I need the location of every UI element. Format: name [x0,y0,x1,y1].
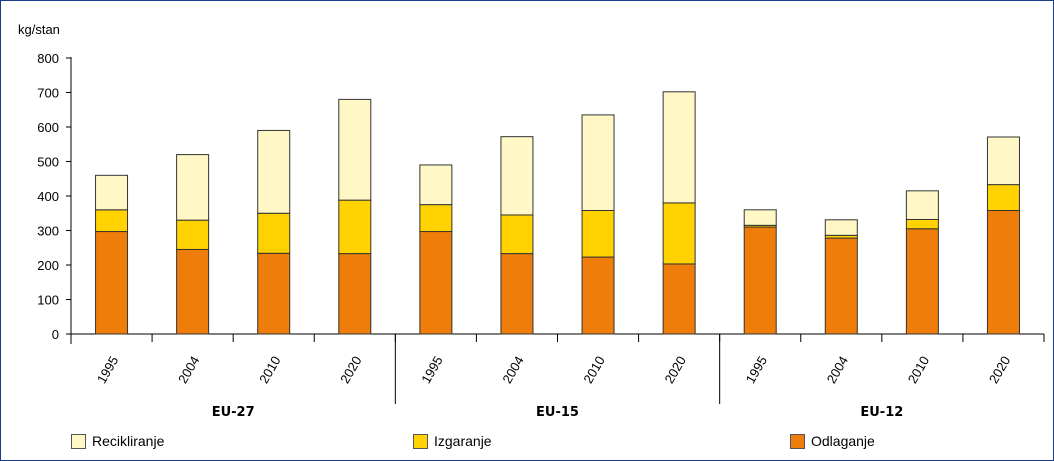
legend-swatch-odlaganje [790,433,805,449]
bar-segment-recikliranje [257,129,291,214]
bar-segment-odlaganje [905,228,939,335]
bar-segment-recikliranje [500,136,534,216]
legend-label-izgaranje: Izgaranje [434,433,492,449]
legend-item-recikliranje: Recikliranje [71,431,164,451]
bar-segment-recikliranje [95,174,129,211]
bar-segment-odlaganje [419,231,453,335]
y-tick-label: 600 [37,120,59,135]
bar-segment-odlaganje [743,226,777,335]
bar-segment-izgaranje [581,209,615,258]
bar-segment-recikliranje [338,98,372,201]
bar-segment-odlaganje [338,253,372,335]
bar-segment-izgaranje [662,202,696,265]
bar-segment-odlaganje [95,231,129,335]
legend-label-odlaganje: Odlaganje [811,433,875,449]
y-tick-label: 100 [37,293,59,308]
bar-segment-recikliranje [743,209,777,226]
bar-segment-odlaganje [662,263,696,335]
bar-segment-izgaranje [986,184,1020,211]
x-category-label: 2004 [175,353,202,386]
legend-swatch-recikliranje [71,433,86,449]
bar-segment-odlaganje [581,256,615,335]
bar-segment-recikliranje [176,154,210,221]
x-category-label: 2020 [337,353,364,386]
legend-item-odlaganje: Odlaganje [790,431,875,451]
y-tick-label: 500 [37,155,59,170]
y-tick-label: 300 [37,224,59,239]
bar-segment-izgaranje [500,214,534,255]
y-tick-label: 400 [37,189,59,204]
x-category-label: 2010 [580,353,607,386]
bar-segment-izgaranje [95,209,129,233]
bar-segment-recikliranje [419,164,453,206]
bar-segment-izgaranje [257,212,291,254]
bar-segment-izgaranje [176,219,210,250]
bar-segment-recikliranje [581,114,615,211]
stacked-bar-chart: kg/stan 0 100 200 300 400 500 600 700 800 1995 2004… [18,22,1045,420]
y-tick-label: 700 [37,86,59,101]
bar-segment-izgaranje [338,199,372,255]
group-label: EU-27 [212,405,255,420]
x-category-label: 2020 [986,353,1013,386]
y-tick-label: 200 [37,258,59,273]
legend-label-recikliranje: Recikliranje [92,433,165,449]
legend-swatch-izgaranje [413,433,428,449]
y-axis-unit-label: kg/stan [18,22,60,37]
bar-segment-izgaranje [419,204,453,233]
group-label: EU-15 [536,405,579,420]
bar-segment-odlaganje [500,253,534,335]
bar-segment-recikliranje [986,136,1020,186]
bar-segment-recikliranje [662,91,696,204]
legend-item-izgaranje: Izgaranje [413,431,492,451]
bar-segment-odlaganje [986,209,1020,335]
x-category-label: 1995 [743,353,770,386]
bar-segment-recikliranje [824,219,858,236]
x-category-label: 2020 [662,353,689,386]
bar-segment-izgaranje [905,218,939,230]
x-category-label: 2004 [824,353,851,386]
x-category-label: 2004 [499,353,526,386]
x-category-label: 2010 [905,353,932,386]
bar-segment-odlaganje [176,248,210,335]
y-tick-label: 800 [37,51,59,66]
x-category-label: 1995 [94,353,121,386]
x-category-label: 1995 [418,353,445,386]
x-category-label: 2010 [256,353,283,386]
bar-segment-odlaganje [824,237,858,335]
bar-segment-recikliranje [905,190,939,220]
y-tick-label: 0 [52,327,59,342]
group-label: EU-12 [860,405,903,420]
bar-segment-odlaganje [257,252,291,335]
